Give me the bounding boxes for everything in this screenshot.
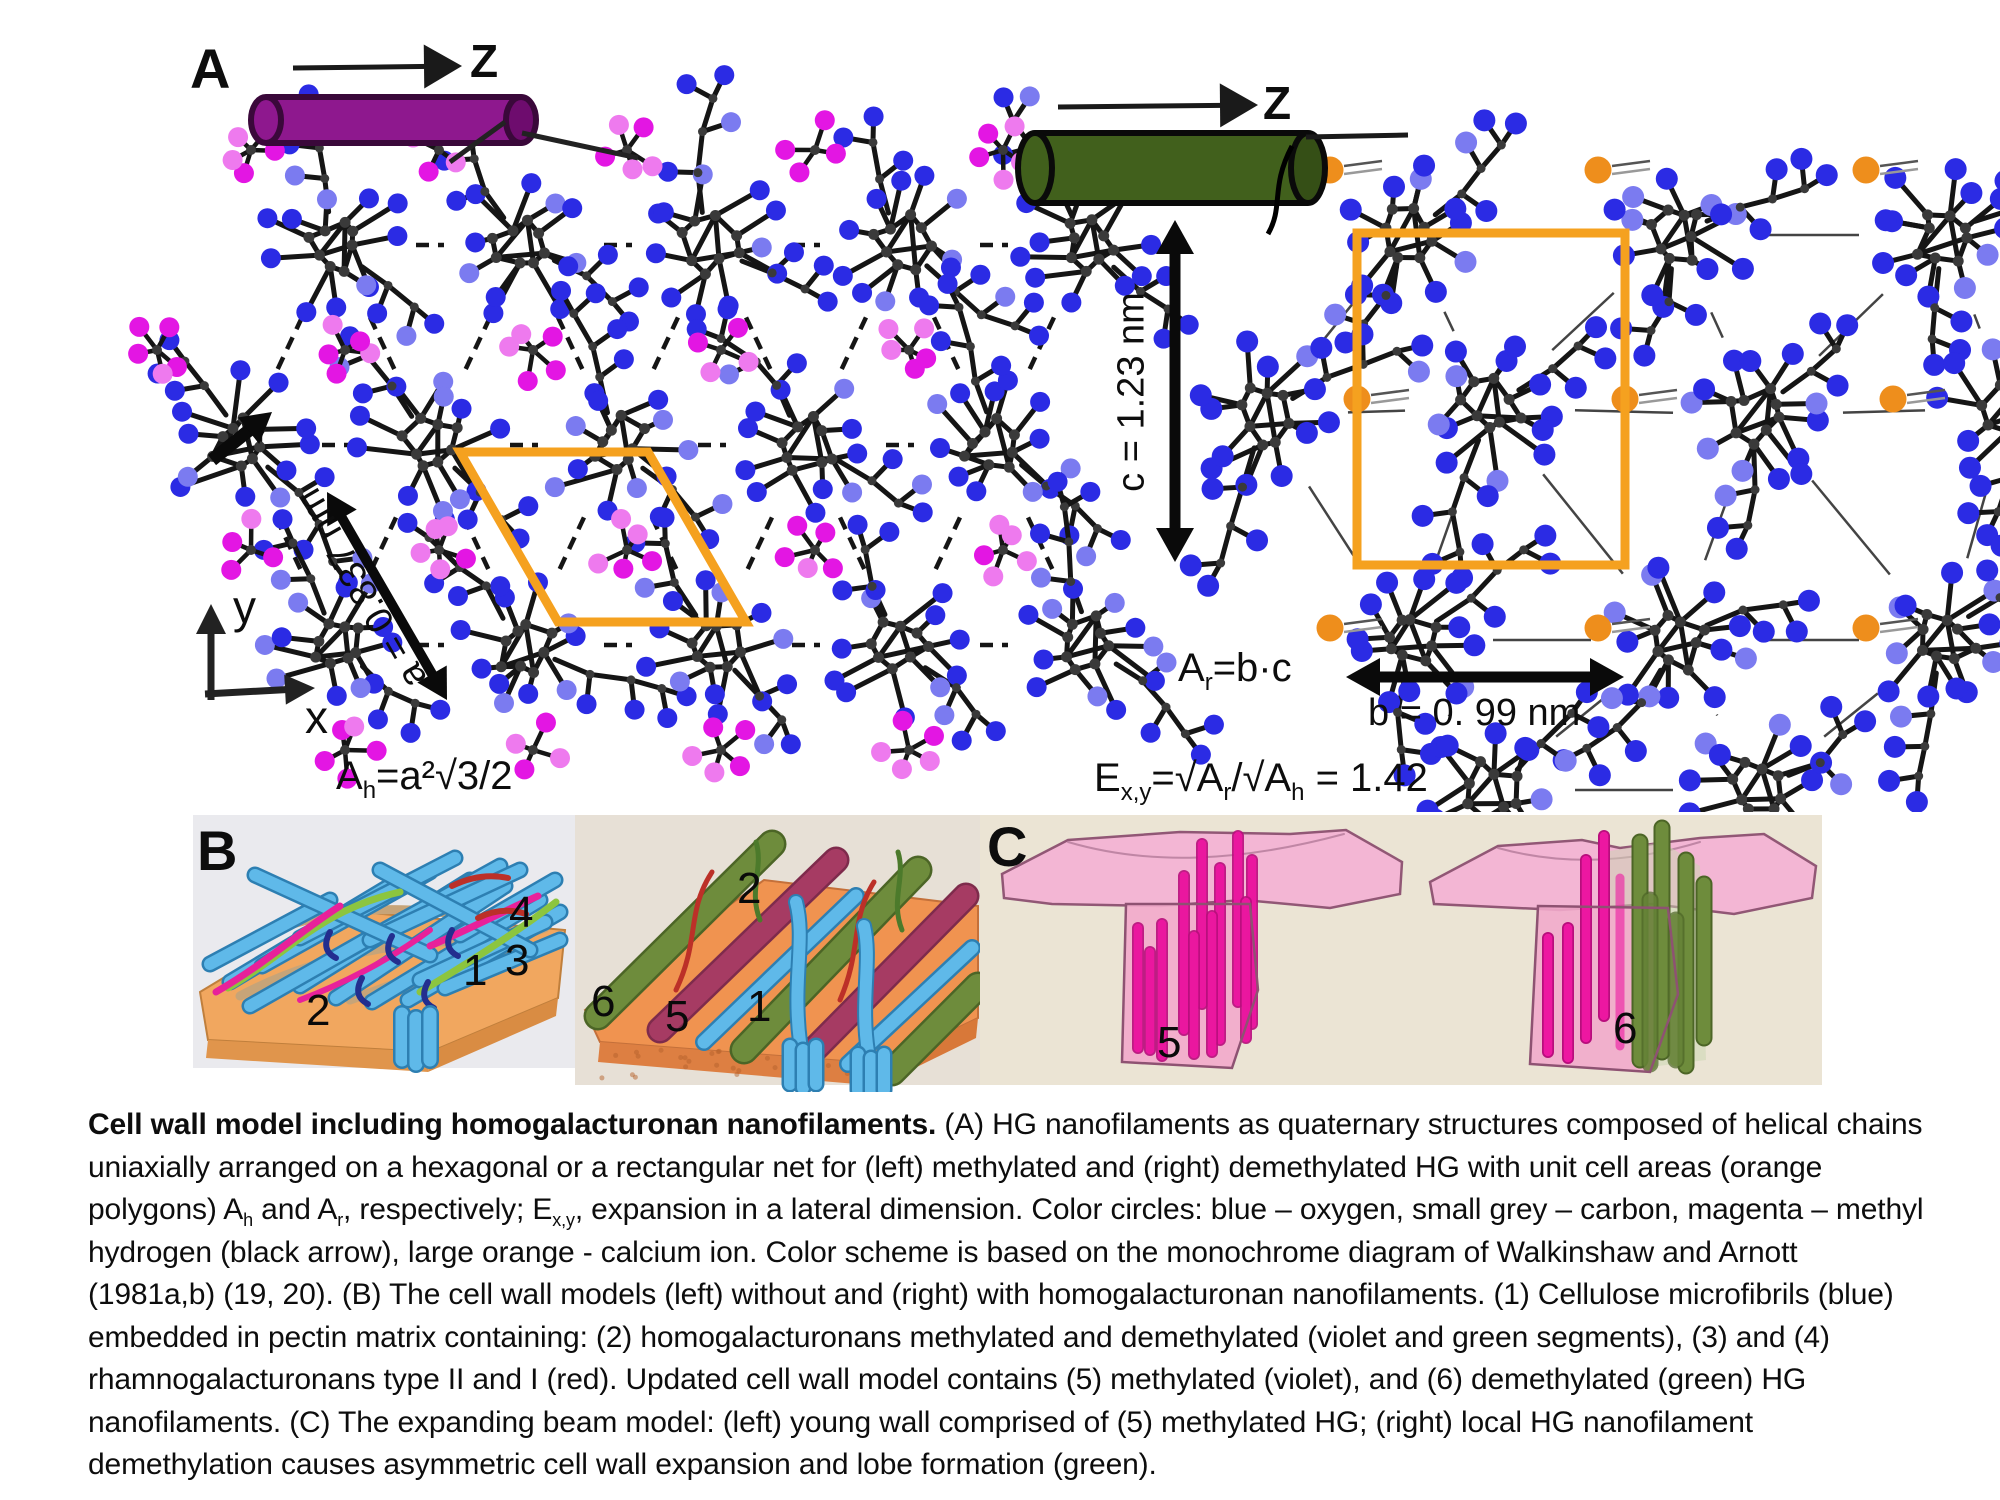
calcium-ion	[1852, 156, 1880, 184]
helix-turn-line	[1265, 144, 1295, 236]
helix-cross-section	[1877, 534, 2000, 812]
helix-cylinder-purple	[248, 94, 539, 146]
xy-axes	[196, 604, 315, 705]
label-number: 6	[1613, 1004, 1638, 1053]
figure-caption: Cell wall model including homogalacturon…	[88, 1104, 1930, 1487]
pointer-line	[448, 119, 507, 165]
c-dimension-label: c = 1.23 nm	[1110, 292, 1153, 492]
helix-cross-section	[1179, 323, 1434, 597]
b-dimension-arrow	[1346, 658, 1624, 696]
methyl-group	[410, 516, 476, 580]
helix-cross-section	[645, 65, 838, 325]
label-number: 5	[665, 992, 690, 1041]
z-axis-arrow-right	[1057, 83, 1258, 128]
net-plane-line	[1305, 132, 1409, 140]
helix-cross-section	[257, 84, 445, 346]
label-number: 1	[463, 946, 488, 995]
methyl-group	[871, 710, 944, 780]
cell-wall-model-with-filaments	[575, 815, 993, 1092]
caption-title: Cell wall model including homogalacturon…	[88, 1108, 937, 1141]
helix-cylinder-green	[1015, 130, 1328, 206]
methyl-group	[128, 316, 187, 384]
helix-cross-section	[1872, 158, 2000, 376]
methyl-group	[775, 110, 846, 183]
helix-cross-section	[397, 501, 697, 729]
helix-cross-section	[1678, 695, 1877, 812]
c-dimension-arrow	[1156, 220, 1194, 562]
methyl-group	[774, 515, 843, 579]
pointer-line	[521, 130, 639, 161]
helix-cross-section	[686, 299, 933, 523]
label-number: 2	[737, 864, 762, 913]
methyl-group	[505, 712, 571, 780]
methyl-group	[595, 114, 663, 180]
helix-cross-section	[1603, 147, 1838, 367]
methyl-group	[687, 317, 759, 383]
helix-cross-section	[1680, 312, 1859, 560]
helix-cross-section	[1416, 681, 1610, 812]
b-dimension-label: b = 0. 99 nm	[1368, 692, 1581, 734]
helix-cross-section	[1552, 556, 1820, 787]
helix-cross-section	[919, 273, 1131, 567]
methyl-group	[973, 514, 1037, 587]
label-number: 6	[591, 977, 616, 1026]
hexagonal-area-formula: Ah=a²√3/2	[336, 754, 513, 804]
panel-b-label: B	[197, 819, 238, 882]
helix-cross-section	[1018, 471, 1224, 765]
cell-wall-model-without-filaments	[193, 815, 575, 1073]
z-axis-label-right: Z	[1263, 77, 1292, 129]
helix-cross-section	[832, 106, 1050, 346]
beam-model-expanded	[1428, 819, 1818, 1075]
methyl-group	[878, 318, 937, 379]
methyl-group	[318, 314, 381, 384]
rectangular-area-formula: Ar=b·c	[1178, 646, 1292, 696]
rectangular-net	[1179, 109, 2000, 812]
panel-a-structure-art	[128, 44, 2000, 812]
panel-bc-drawings	[193, 815, 1822, 1092]
methyl-group	[314, 716, 387, 789]
caption-body: (A) HG nanofilaments as quaternary struc…	[88, 1108, 1924, 1481]
helix-cross-section	[824, 514, 1006, 751]
unit-cell-rectangle	[1352, 228, 1630, 570]
label-number: 2	[306, 986, 331, 1035]
panel-a-label: A	[190, 37, 231, 100]
a-dimension-arrow	[327, 492, 447, 700]
methyl-group	[499, 324, 566, 391]
helix-cross-section	[1346, 524, 1562, 787]
y-axis-label: y	[233, 581, 256, 633]
methyl-pointer-arrow	[207, 412, 272, 466]
x-axis-label: x	[305, 691, 328, 743]
methyl-group	[682, 717, 756, 783]
z-axis-label-left: Z	[470, 35, 499, 87]
label-number: 4	[509, 888, 534, 937]
z-axis-arrow-left	[292, 44, 462, 89]
label-number: 5	[1157, 1018, 1182, 1067]
calcium-ion	[1852, 614, 1880, 642]
calcium-ion	[1584, 614, 1612, 642]
calcium-ion	[1879, 385, 1907, 413]
expansion-formula: Ex,y=√Ar/√Ah = 1.42	[1094, 756, 1428, 806]
calcium-ion	[1584, 156, 1612, 184]
calcium-ion	[1316, 614, 1344, 642]
expanding-beam-models	[980, 815, 1822, 1085]
beam-model-young	[1000, 828, 1404, 1070]
methyl-group	[588, 508, 663, 579]
helix-cross-section	[1411, 316, 1617, 589]
unit-cell-parallelogram	[452, 447, 754, 627]
label-number: 1	[747, 982, 772, 1031]
helix-cross-section	[253, 509, 451, 743]
panel-c-label: C	[987, 815, 1028, 878]
label-number: 3	[505, 936, 530, 985]
methyl-group	[221, 508, 284, 580]
